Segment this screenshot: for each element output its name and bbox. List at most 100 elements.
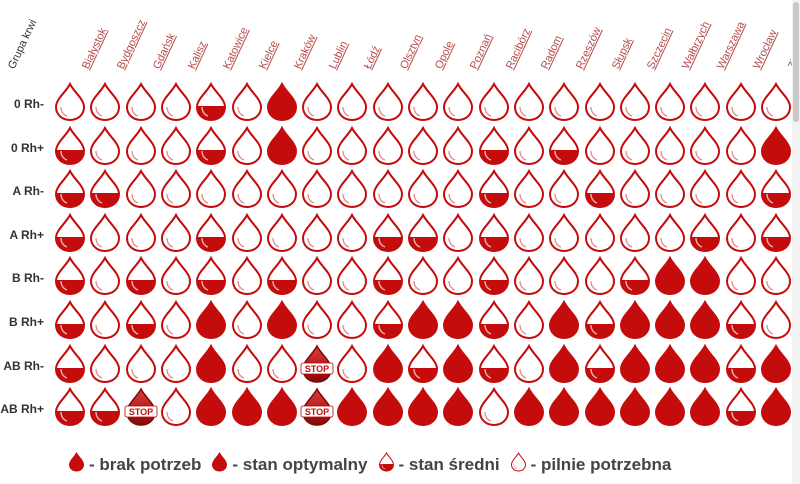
- city-link[interactable]: Warszawa: [715, 19, 748, 72]
- blood-drop-icon: [477, 256, 511, 296]
- blood-drop-icon: [512, 169, 546, 209]
- blood-drop-icon: [300, 212, 334, 253]
- blood-drop-icon: [477, 82, 511, 122]
- blood-drop-icon: [53, 125, 87, 166]
- blood-drop-icon: [88, 256, 122, 296]
- city-link[interactable]: Bydgoszcz: [115, 17, 149, 72]
- blood-group-header: Grupa krwi: [6, 17, 40, 72]
- legend-drop-icon: [510, 451, 531, 477]
- city-link[interactable]: Katowice: [221, 25, 251, 72]
- blood-drop-icon: [159, 300, 193, 340]
- city-link[interactable]: Radom: [538, 33, 565, 72]
- blood-drop-icon: [53, 387, 87, 427]
- blood-drop-icon: [406, 82, 440, 122]
- blood-drop-icon: [300, 256, 334, 296]
- blood-drop-icon: [406, 212, 440, 253]
- blood-drop-icon: [688, 82, 722, 122]
- blood-drop-icon: [371, 169, 405, 209]
- blood-drop-icon: [512, 82, 546, 122]
- blood-drop-icon: [124, 343, 158, 384]
- blood-drop-icon: [124, 300, 158, 340]
- blood-drop-icon: [265, 169, 299, 209]
- blood-drop-icon: [688, 300, 722, 340]
- blood-drop-icon: [406, 169, 440, 209]
- blood-drop-icon: [477, 125, 511, 166]
- city-link[interactable]: Poznań: [468, 32, 495, 72]
- blood-drop-icon: [53, 343, 87, 384]
- blood-drop-icon: [653, 125, 687, 166]
- blood-drop-icon: [230, 125, 264, 166]
- blood-drop-icon: [53, 300, 87, 340]
- blood-drop-icon: [230, 343, 264, 384]
- blood-drop-icon: [371, 300, 405, 340]
- city-link[interactable]: Wałbrzych: [680, 19, 713, 72]
- blood-drop-icon: [583, 343, 617, 384]
- blood-drop-icon: [159, 387, 193, 427]
- blood-drop-icon: [583, 387, 617, 427]
- blood-drop-icon: [371, 125, 405, 166]
- blood-drop-icon: [265, 212, 299, 253]
- stop-label: STOP: [128, 407, 152, 417]
- legend-drop-icon: [211, 451, 232, 477]
- city-link[interactable]: Gdańsk: [150, 31, 178, 72]
- blood-drop-icon: [335, 387, 369, 427]
- blood-drop-icon: [724, 300, 758, 340]
- legend-item: - pilnie potrzebna: [510, 451, 671, 477]
- blood-drop-icon: [194, 300, 228, 340]
- blood-drop-icon: [512, 212, 546, 253]
- city-link[interactable]: Rzeszów: [574, 25, 604, 72]
- city-link[interactable]: Wrocław: [750, 27, 780, 72]
- blood-drop-icon: [88, 125, 122, 166]
- stop-label: STOP: [305, 364, 329, 374]
- legend-drop-icon: [378, 451, 399, 477]
- blood-drop-icon: [159, 343, 193, 384]
- blood-drop-icon: [300, 169, 334, 209]
- blood-drop-icon: [371, 343, 405, 384]
- blood-drop-icon: [159, 256, 193, 296]
- blood-drop-icon: [335, 343, 369, 384]
- blood-drop-icon: [724, 212, 758, 253]
- blood-drop-icon: [88, 169, 122, 209]
- scrollbar-track[interactable]: [792, 0, 800, 484]
- blood-drop-icon: [441, 343, 475, 384]
- blood-drop-icon: [724, 387, 758, 427]
- blood-drop-icon: [583, 169, 617, 209]
- city-link[interactable]: Kraków: [291, 32, 319, 72]
- blood-drop-icon: [265, 343, 299, 384]
- blood-drop-icon: [335, 125, 369, 166]
- blood-drop-icon: [53, 212, 87, 253]
- blood-drop-icon: [547, 300, 581, 340]
- blood-drop-icon: [441, 387, 475, 427]
- city-link[interactable]: Olsztyn: [397, 32, 425, 72]
- blood-drop-icon: [618, 82, 652, 122]
- city-link[interactable]: Łódź: [362, 44, 384, 72]
- blood-drop-icon: [335, 256, 369, 296]
- city-link[interactable]: Kalisz: [185, 39, 210, 72]
- blood-drop-icon: [335, 212, 369, 253]
- blood-drop-icon: [653, 212, 687, 253]
- blood-drop-icon: [618, 343, 652, 384]
- blood-drop-icon: [653, 256, 687, 296]
- city-link[interactable]: Opole: [433, 39, 457, 72]
- city-link[interactable]: Szczecin: [644, 26, 675, 72]
- city-link[interactable]: Białystok: [80, 26, 110, 72]
- blood-drop-icon: [724, 125, 758, 166]
- city-link[interactable]: Słupsk: [609, 36, 635, 72]
- blood-drop-icon: [618, 256, 652, 296]
- blood-drop-icon: [335, 169, 369, 209]
- city-link[interactable]: Kielce: [256, 38, 281, 72]
- blood-drop-icon: [265, 82, 299, 122]
- city-link[interactable]: Lublin: [327, 39, 351, 72]
- blood-drop-icon: [441, 82, 475, 122]
- legend-item: - brak potrzeb: [68, 451, 201, 477]
- blood-drop-icon: [265, 387, 299, 427]
- scrollbar-thumb[interactable]: [793, 2, 799, 122]
- city-link[interactable]: Racibórz: [503, 26, 533, 72]
- blood-drop-icon: [371, 82, 405, 122]
- blood-drop-icon: [441, 256, 475, 296]
- blood-drop-icon: [371, 212, 405, 253]
- blood-drop-icon: [441, 125, 475, 166]
- blood-drop-icon: [124, 169, 158, 209]
- blood-drop-icon: [547, 256, 581, 296]
